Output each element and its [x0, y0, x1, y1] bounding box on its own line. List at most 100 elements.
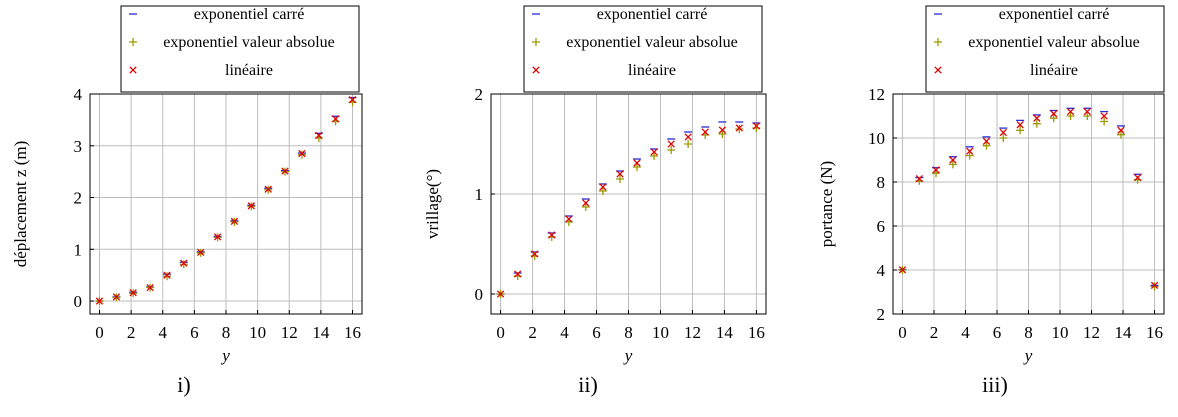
x-tick-label: 14 — [1115, 323, 1133, 342]
data-point-2 — [1116, 130, 1125, 139]
y-axis-label: vrillage(°) — [423, 169, 442, 239]
x-tick-label: 4 — [158, 323, 167, 342]
data-point-2 — [297, 150, 306, 159]
x-tick-label: 10 — [249, 323, 266, 342]
data-point-2 — [1066, 112, 1075, 120]
data-point-3 — [582, 199, 590, 207]
data-point-3 — [1134, 173, 1142, 182]
y-tick-label: 6 — [877, 217, 886, 236]
data-point-3 — [949, 156, 957, 164]
data-point-3 — [298, 149, 306, 158]
data-point-3 — [548, 231, 556, 239]
x-tick-label: 8 — [222, 323, 231, 342]
data-point-3 — [95, 297, 104, 305]
data-point-3 — [684, 133, 692, 141]
x-axis-label: y — [1023, 346, 1033, 365]
data-point-2 — [948, 160, 957, 169]
data-point-3 — [932, 166, 940, 174]
data-point-2 — [1083, 112, 1092, 120]
data-point-3 — [718, 126, 727, 134]
x-tick-label: 0 — [95, 323, 104, 342]
x-tick-label: 14 — [716, 323, 734, 342]
data-point-3 — [966, 147, 974, 155]
legend-marker-3 — [129, 66, 137, 74]
x-tick-label: 4 — [961, 323, 970, 342]
data-point-3 — [230, 217, 239, 226]
data-point-2 — [1150, 282, 1159, 291]
x-tick-label: 0 — [496, 323, 505, 342]
legend-label-1: exponentiel carré — [999, 6, 1110, 23]
data-point-3 — [315, 131, 323, 140]
panel-caption: ii) — [578, 372, 598, 397]
data-point-3 — [180, 259, 188, 267]
data-point-3 — [530, 250, 539, 258]
legend-label-1: exponentiel carré — [194, 6, 305, 23]
data-point-3 — [112, 293, 121, 301]
data-point-2 — [1032, 119, 1041, 128]
x-tick-label: 12 — [1083, 323, 1100, 342]
x-tick-label: 8 — [624, 323, 633, 342]
x-tick-label: 0 — [898, 323, 907, 342]
y-tick-label: 4 — [74, 85, 83, 104]
y-tick-label: 4 — [877, 261, 886, 280]
legend-label-3: linéaire — [628, 62, 676, 79]
y-tick-label: 2 — [475, 85, 484, 104]
x-tick-label: 16 — [1146, 323, 1163, 342]
y-tick-label: 10 — [868, 129, 885, 148]
data-point-3 — [650, 148, 658, 156]
x-axis-label: y — [220, 346, 230, 365]
x-tick-label: 16 — [748, 323, 765, 342]
legend-marker-2 — [934, 38, 942, 46]
y-axis-label: portance (N) — [817, 161, 836, 247]
data-point-3 — [1117, 126, 1125, 134]
data-point-2 — [163, 272, 172, 281]
data-point-3 — [898, 266, 907, 274]
panel-caption: i) — [177, 372, 190, 397]
data-point-3 — [496, 290, 505, 298]
data-point-3 — [616, 170, 624, 178]
data-point-3 — [264, 185, 272, 193]
x-tick-label: 2 — [127, 323, 136, 342]
data-point-2 — [667, 146, 676, 154]
legend-label-2: exponentiel valeur absolue — [163, 34, 335, 51]
data-point-3 — [999, 128, 1007, 137]
data-point-3 — [599, 183, 607, 191]
data-point-2 — [982, 141, 991, 150]
x-tick-label: 14 — [312, 323, 330, 342]
data-point-3 — [514, 270, 522, 278]
legend: exponentiel carré exponentiel valeur abso… — [523, 5, 763, 93]
x-tick-label: 10 — [1052, 323, 1069, 342]
x-axis-label: y — [623, 346, 633, 365]
data-point-3 — [1100, 112, 1108, 120]
x-tick-label: 6 — [993, 323, 1002, 342]
data-point-3 — [1066, 107, 1075, 116]
legend-box — [523, 5, 763, 93]
legend-label-1: exponentiel carré — [597, 6, 708, 23]
x-tick-label: 16 — [344, 323, 361, 342]
x-tick-label: 6 — [190, 323, 199, 342]
data-point-3 — [129, 289, 137, 297]
y-tick-label: 2 — [877, 305, 886, 324]
data-point-3 — [197, 248, 205, 257]
data-point-3 — [146, 283, 154, 292]
data-point-2 — [179, 260, 188, 269]
data-point-2 — [616, 175, 625, 183]
data-point-3 — [701, 128, 709, 136]
data-point-3 — [915, 175, 923, 183]
x-tick-label: 10 — [652, 323, 669, 342]
data-point-3 — [348, 96, 357, 104]
legend: exponentiel carré exponentiel valeur abso… — [120, 5, 360, 93]
data-point-2 — [650, 152, 659, 160]
data-point-2 — [632, 163, 641, 171]
chart-2: 0 2 4 6 8 10 12 14 16012yvrillage(°)exponentiel … — [423, 5, 767, 397]
data-point-3 — [1150, 281, 1159, 290]
data-point-2 — [581, 203, 590, 211]
data-point-2 — [735, 125, 744, 133]
legend-marker-3 — [934, 66, 942, 74]
y-tick-label: 0 — [74, 292, 83, 311]
data-point-3 — [1083, 107, 1091, 116]
data-point-3 — [1050, 110, 1058, 118]
legend-marker-2 — [532, 38, 540, 46]
